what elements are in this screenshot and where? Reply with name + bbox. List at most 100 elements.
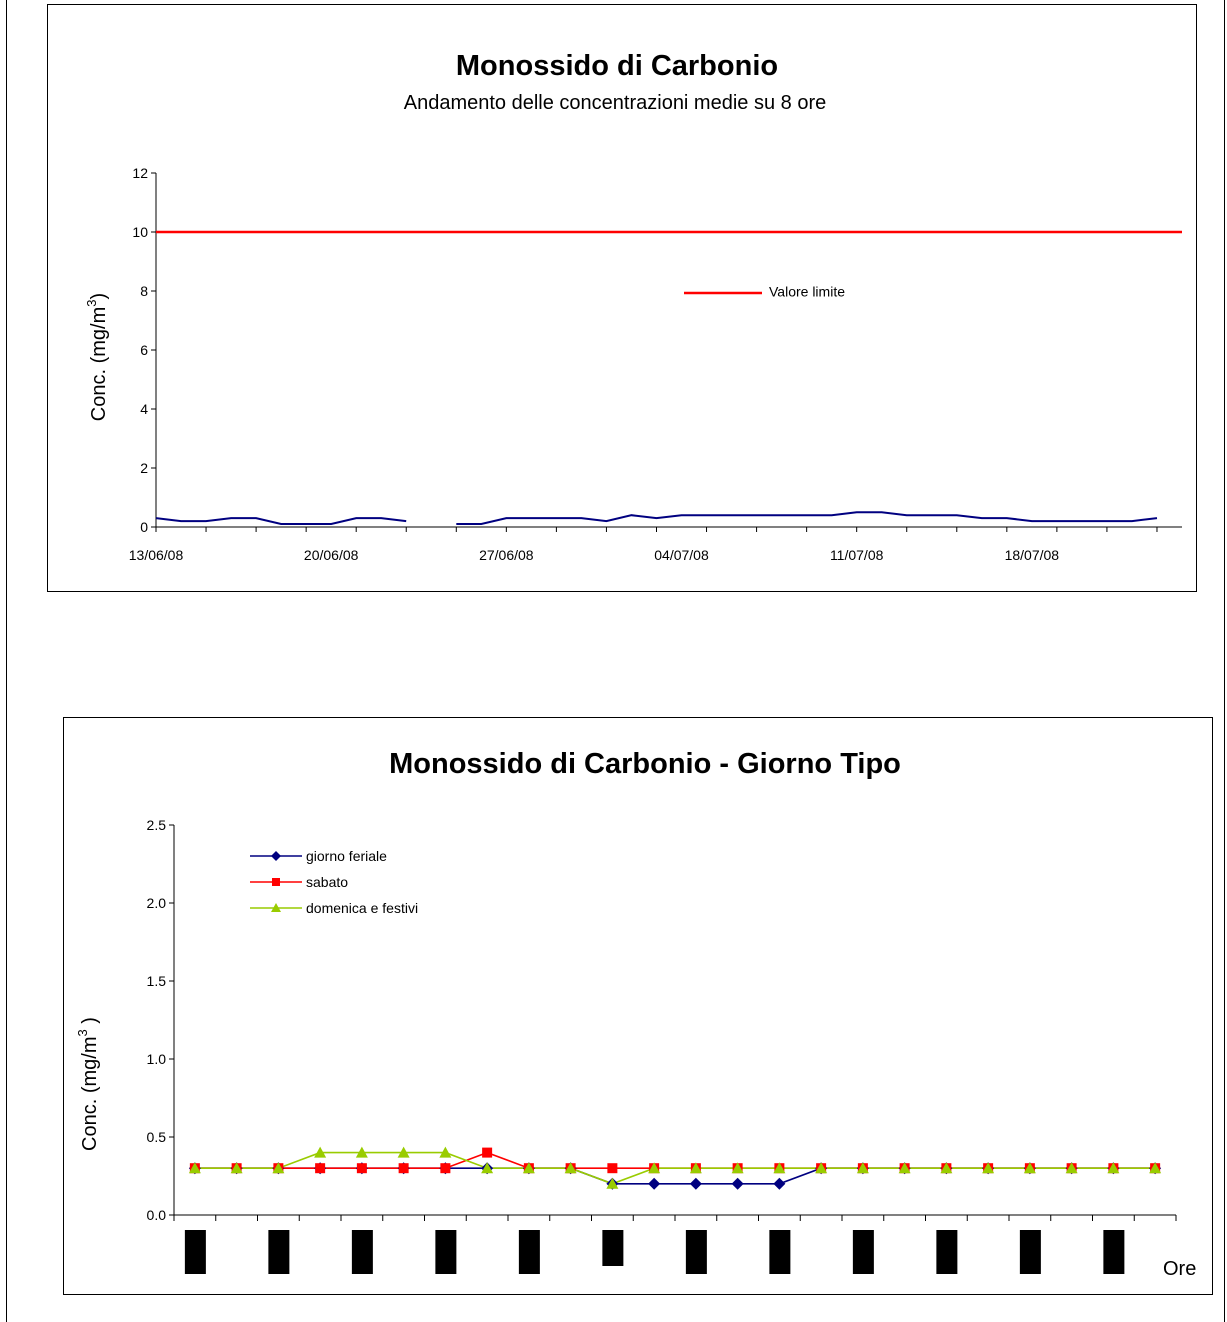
marker-triangle-domenica-festivi <box>314 1146 327 1158</box>
chart1-y-axis-label: Conc. (mg/m3) <box>84 293 110 421</box>
chart2-series <box>188 1146 1162 1190</box>
chart-co-giorno-tipo: Monossido di Carbonio - Giorno Tipo Conc… <box>63 717 1213 1295</box>
chart1-title: Monossido di Carbonio <box>456 50 778 82</box>
chart1-x-tick-label: 18/07/08 <box>1005 547 1060 563</box>
marker-square-sabato <box>315 1163 326 1174</box>
marker-triangle-domenica-festivi <box>439 1146 452 1158</box>
chart1-x-tick-label: 13/06/08 <box>129 547 184 563</box>
chart2-ylabel-main: Conc. (mg/m <box>79 1036 101 1150</box>
marker-square-sabato <box>607 1163 618 1174</box>
chart-co-8h-average: Monossido di Carbonio Andamento delle co… <box>47 4 1197 592</box>
chart1-y-tick-label: 0 <box>140 519 148 535</box>
marker-square-sabato <box>356 1163 367 1174</box>
chart1-ylabel-main: Conc. (mg/m <box>88 307 110 421</box>
marker-diamond-giorno-feriale <box>731 1177 744 1190</box>
marker-triangle-domenica-festivi <box>773 1162 786 1174</box>
chart1-axes <box>155 173 1182 528</box>
redacted-tick-label-block <box>602 1230 624 1266</box>
chart1-ylabel-sup: 3 <box>84 299 99 306</box>
redacted-tick-label-block <box>1019 1230 1041 1274</box>
chart2-y-axis-label: Conc. (mg/m3 ) <box>75 1017 101 1151</box>
marker-triangle-domenica-festivi <box>982 1162 995 1174</box>
marker-triangle-domenica-festivi <box>648 1162 661 1174</box>
marker-triangle-domenica-festivi <box>940 1162 953 1174</box>
chart2-x-ticks <box>173 1215 1177 1221</box>
chart1-svg: Monossido di Carbonio Andamento delle co… <box>84 50 1182 563</box>
series-line-sabato <box>194 1151 1156 1170</box>
chart1-legend: Valore limite <box>684 284 845 300</box>
page-frame <box>6 0 1225 1322</box>
marker-triangle-domenica-festivi <box>606 1177 619 1189</box>
chart1-x-tick-label: 11/07/08 <box>830 547 884 563</box>
series-line-giorno-feriale <box>194 1167 1156 1185</box>
legend-marker-square <box>272 878 280 886</box>
marker-triangle-domenica-festivi <box>272 1162 285 1174</box>
series-line-domenica-e-festivi <box>194 1151 1156 1185</box>
chart1-x-tick-label: 27/06/08 <box>479 547 534 563</box>
series-line-co-8h <box>155 511 1158 525</box>
chart2-ylabel-end: ) <box>79 1017 101 1029</box>
redacted-tick-label-block <box>1103 1230 1125 1274</box>
legend-label: domenica e festivi <box>306 900 418 916</box>
redacted-tick-label-block <box>268 1230 290 1274</box>
marker-triangle-domenica-festivi <box>1107 1162 1120 1174</box>
chart1-series <box>155 230 1182 525</box>
chart1-y-tick-label: 6 <box>140 342 148 358</box>
marker-triangle-domenica-festivi <box>898 1162 911 1174</box>
marker-diamond-giorno-feriale <box>648 1177 661 1190</box>
chart2-legend: giorno feriale sabato domenica e festivi <box>250 848 418 916</box>
chart2-y-tick-label: 2.0 <box>147 895 167 911</box>
marker-triangle-domenica-festivi <box>188 1162 201 1174</box>
chart1-x-tick-label: 04/07/08 <box>654 547 709 563</box>
marker-triangle-domenica-festivi <box>731 1162 744 1174</box>
marker-diamond-giorno-feriale <box>689 1177 702 1190</box>
marker-diamond-giorno-feriale <box>773 1177 786 1190</box>
marker-triangle-domenica-festivi <box>355 1146 368 1158</box>
chart2-x-axis-label: Ore <box>1163 1258 1196 1280</box>
marker-triangle-domenica-festivi <box>1023 1162 1036 1174</box>
marker-triangle-domenica-festivi <box>1065 1162 1078 1174</box>
chart2-y-tick-label: 0.0 <box>147 1207 167 1223</box>
marker-triangle-domenica-festivi <box>230 1162 243 1174</box>
chart2-redacted-tick-labels <box>184 1230 1125 1274</box>
chart2-svg: Monossido di Carbonio - Giorno Tipo Conc… <box>75 748 1196 1280</box>
marker-triangle-domenica-festivi <box>481 1162 494 1174</box>
marker-triangle-domenica-festivi <box>522 1162 535 1174</box>
chart1-y-tick-label: 4 <box>140 401 148 417</box>
chart2-y-tick-label: 0.5 <box>147 1129 167 1145</box>
redacted-tick-label-block <box>852 1230 874 1274</box>
chart1-ylabel-end: ) <box>88 293 110 300</box>
chart1-subtitle: Andamento delle concentrazioni medie su … <box>404 92 826 114</box>
chart1-y-tick-label: 12 <box>132 165 148 181</box>
redacted-tick-label-block <box>435 1230 457 1274</box>
legend-label-valore-limite: Valore limite <box>769 284 845 300</box>
chart1-y-tick-label: 10 <box>132 224 148 240</box>
legend-marker-diamond <box>271 851 281 861</box>
chart2-title: Monossido di Carbonio - Giorno Tipo <box>389 748 901 780</box>
marker-triangle-domenica-festivi <box>1149 1162 1162 1174</box>
chart2-y-tick-label: 1.0 <box>147 1051 167 1067</box>
chart2-y-tick-label: 2.5 <box>147 817 167 833</box>
marker-triangle-domenica-festivi <box>564 1162 577 1174</box>
legend-marker-triangle <box>271 903 281 912</box>
marker-triangle-domenica-festivi <box>815 1162 828 1174</box>
chart1-y-tick-label: 2 <box>140 460 148 476</box>
chart1-y-ticks: 0 2 4 6 8 10 12 <box>132 165 156 535</box>
redacted-tick-label-block <box>769 1230 791 1274</box>
marker-square-sabato <box>440 1163 451 1174</box>
redacted-tick-label-block <box>351 1230 373 1274</box>
chart1-y-tick-label: 8 <box>140 283 148 299</box>
legend-label: sabato <box>306 874 348 890</box>
marker-triangle-domenica-festivi <box>856 1162 869 1174</box>
marker-triangle-domenica-festivi <box>689 1162 702 1174</box>
legend-label: giorno feriale <box>306 848 387 864</box>
marker-square-sabato <box>482 1147 493 1158</box>
redacted-tick-label-block <box>685 1230 707 1274</box>
chart1-x-tick-label: 20/06/08 <box>304 547 359 563</box>
chart2-y-tick-label: 1.5 <box>147 973 167 989</box>
chart2-y-ticks: 0.0 0.5 1.0 1.5 2.0 2.5 <box>147 817 174 1223</box>
redacted-tick-label-block <box>518 1230 540 1274</box>
marker-square-sabato <box>398 1163 409 1174</box>
redacted-tick-label-block <box>184 1230 206 1274</box>
redacted-tick-label-block <box>936 1230 958 1274</box>
